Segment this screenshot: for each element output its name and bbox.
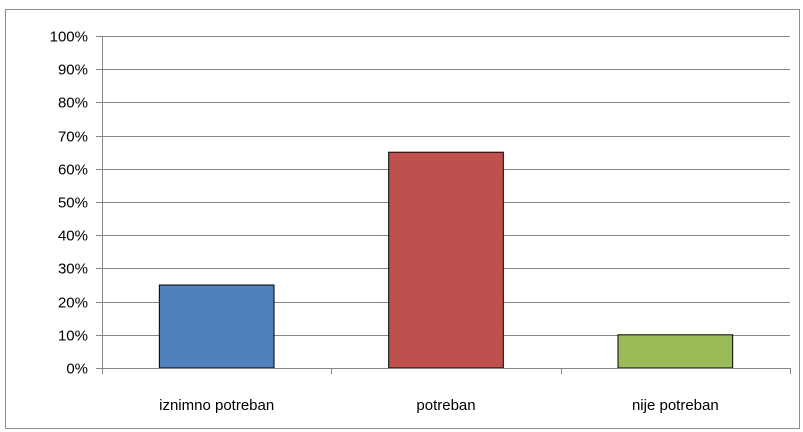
y-tick-label: 0% — [66, 361, 88, 378]
y-tick-labels: 0% 10% 20% 30% 40% 50% 60% 70% 80% 90% 100% — [50, 29, 88, 378]
y-tick-label: 30% — [58, 261, 88, 278]
y-tick-label: 50% — [58, 195, 88, 212]
bar — [388, 151, 504, 369]
y-tick-label: 70% — [58, 129, 88, 146]
y-tick-label: 20% — [58, 295, 88, 312]
y-tick-label: 100% — [50, 29, 88, 46]
x-tick-labels: iznimno potreban potreban nije potreban — [159, 397, 719, 414]
x-tick-label: potreban — [416, 397, 475, 414]
axes — [102, 36, 790, 369]
x-tick-label: nije potreban — [632, 397, 719, 414]
y-tick-label: 90% — [58, 62, 88, 79]
y-tick-label: 40% — [58, 228, 88, 245]
bar — [617, 334, 734, 369]
y-tick-label: 80% — [58, 95, 88, 112]
x-tick-label: iznimno potreban — [159, 397, 274, 414]
y-tick-label: 60% — [58, 162, 88, 179]
bar — [158, 284, 275, 369]
bars — [158, 151, 734, 369]
y-tick-label: 10% — [58, 328, 88, 345]
